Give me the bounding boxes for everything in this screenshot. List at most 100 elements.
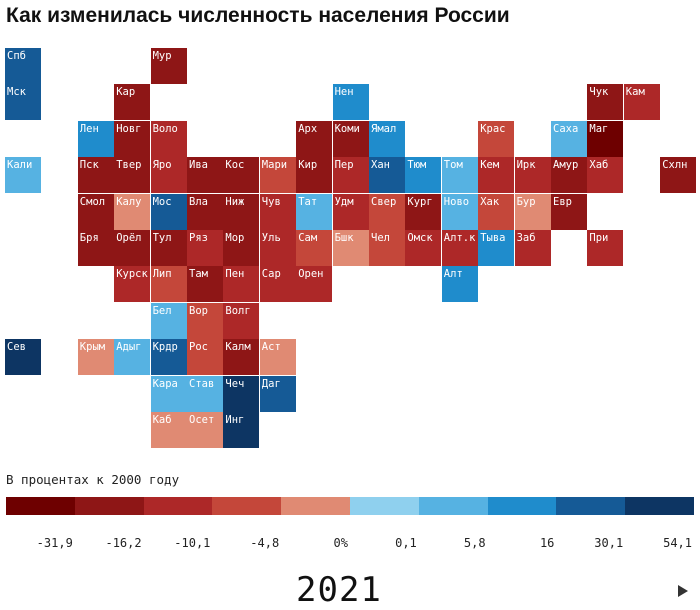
region-cell[interactable]: Став [187, 375, 223, 412]
region-label: Сев [7, 341, 26, 354]
region-cell[interactable]: Схлн [660, 157, 697, 194]
region-cell[interactable]: Сам [296, 230, 333, 266]
region-cell[interactable]: Саха [551, 120, 587, 157]
region-cell[interactable]: Бур [514, 193, 551, 230]
region-cell[interactable]: Калу [114, 193, 151, 230]
region-cell[interactable]: Омск [405, 230, 442, 266]
region-cell[interactable]: Кали [5, 157, 41, 194]
region-cell[interactable]: Бел [150, 302, 187, 339]
region-cell[interactable]: Орёл [114, 230, 151, 266]
region-cell[interactable]: Кам [623, 84, 660, 121]
region-cell[interactable]: Инг [223, 412, 260, 448]
region-cell[interactable]: Кара [150, 375, 187, 412]
region-cell[interactable]: Тюм [405, 157, 442, 194]
play-icon[interactable] [678, 585, 688, 597]
region-cell[interactable]: Твер [114, 157, 151, 194]
region-cell[interactable]: Евр [551, 193, 587, 230]
region-cell[interactable]: Кем [478, 157, 515, 194]
region-cell[interactable]: Пен [223, 266, 260, 303]
region-cell[interactable]: Вор [187, 302, 223, 339]
region-cell[interactable]: Крас [478, 120, 515, 157]
region-cell[interactable]: Рос [187, 339, 223, 376]
region-label: Нен [334, 86, 354, 99]
region-cell[interactable]: Адыг [114, 339, 151, 376]
region-cell[interactable]: Бшк [332, 230, 369, 266]
region-cell[interactable]: Свер [369, 193, 405, 230]
region-cell[interactable]: Тыва [478, 230, 515, 266]
region-label: Ирк [516, 159, 536, 172]
region-label: Сам [298, 232, 318, 244]
region-cell[interactable]: Крдр [150, 339, 187, 376]
region-cell[interactable]: Арх [296, 120, 333, 157]
region-label: Кир [298, 159, 318, 172]
region-cell[interactable]: Том [441, 157, 478, 194]
region-cell[interactable]: Крым [77, 339, 114, 376]
region-cell[interactable]: Мор [223, 230, 260, 266]
region-cell[interactable]: Чув [259, 193, 296, 230]
region-cell[interactable]: Калм [223, 339, 260, 376]
region-cell[interactable]: Пск [77, 157, 114, 194]
region-cell[interactable]: Алт [441, 266, 478, 303]
region-cell[interactable]: Мос [150, 193, 187, 230]
region-cell[interactable]: Орен [296, 266, 333, 303]
region-cell[interactable]: Сар [259, 266, 296, 303]
region-cell[interactable]: Спб [5, 48, 41, 84]
region-cell[interactable]: Ямал [369, 120, 405, 157]
region-cell[interactable]: Чеч [223, 375, 260, 412]
region-cell[interactable]: Кар [114, 84, 151, 121]
chart-title: Как изменилась численность населения Рос… [6, 4, 510, 27]
region-cell[interactable]: Хан [369, 157, 405, 194]
region-cell[interactable]: Сев [5, 339, 41, 376]
region-cell[interactable]: Пер [332, 157, 369, 194]
region-cell[interactable]: Там [187, 266, 223, 303]
region-cell[interactable]: Кург [405, 193, 442, 230]
region-cell[interactable]: Удм [332, 193, 369, 230]
region-cell[interactable]: Чел [369, 230, 405, 266]
region-cell[interactable]: Алт.к [441, 230, 478, 266]
region-cell[interactable]: Заб [514, 230, 551, 266]
region-cell[interactable]: Курск [114, 266, 151, 303]
region-cell[interactable]: Нен [332, 84, 369, 121]
region-cell[interactable]: Осет [187, 412, 223, 448]
region-cell[interactable]: Мур [150, 48, 187, 84]
region-cell[interactable]: Волг [223, 302, 260, 339]
region-cell[interactable]: Ряз [187, 230, 223, 266]
region-cell[interactable]: Тат [296, 193, 333, 230]
region-cell[interactable]: Чук [587, 84, 624, 121]
cartogram-map: Спб Мур Мск Кар Нен Чук Кам Лен Новг Воло Арх Коми Я… [5, 48, 697, 448]
region-cell[interactable]: Ниж [223, 193, 260, 230]
region-cell[interactable]: Мск [5, 84, 41, 121]
region-cell[interactable]: Кир [296, 157, 333, 194]
region-cell[interactable]: Воло [150, 120, 187, 157]
region-label: Ряз [189, 232, 208, 244]
region-cell[interactable]: Ново [441, 193, 478, 230]
region-cell[interactable]: Амур [551, 157, 587, 194]
region-cell[interactable]: Бря [77, 230, 114, 266]
region-cell[interactable]: Ива [187, 157, 223, 194]
region-label: Новг [116, 122, 142, 135]
region-label: Маг [589, 122, 609, 135]
region-cell[interactable]: Хак [478, 193, 515, 230]
region-cell[interactable]: Даг [259, 375, 296, 412]
region-label: Крас [480, 122, 506, 135]
region-cell[interactable]: Ирк [514, 157, 551, 194]
region-cell[interactable]: Новг [114, 120, 151, 157]
region-cell[interactable]: Коми [332, 120, 369, 157]
region-cell[interactable]: Тул [150, 230, 187, 266]
region-label: Сар [261, 268, 281, 281]
region-cell[interactable]: При [587, 230, 624, 266]
region-cell[interactable]: Яро [150, 157, 187, 194]
region-cell[interactable]: Аст [259, 339, 296, 376]
region-cell[interactable]: Вла [187, 193, 223, 230]
legend-swatch [487, 497, 557, 515]
region-cell[interactable]: Смол [77, 193, 114, 230]
legend-tick-labels: -31,9 -16,2 -10,1 -4,8 0% 0,1 5,8 16 30,1 54,1 [0, 536, 700, 552]
region-cell[interactable]: Каб [150, 412, 187, 448]
region-cell[interactable]: Мари [259, 157, 296, 194]
region-cell[interactable]: Хаб [587, 157, 624, 194]
region-cell[interactable]: Маг [587, 120, 624, 157]
region-cell[interactable]: Лип [150, 266, 187, 303]
region-cell[interactable]: Уль [259, 230, 296, 266]
region-cell[interactable]: Кос [223, 157, 260, 194]
region-cell[interactable]: Лен [77, 120, 114, 157]
